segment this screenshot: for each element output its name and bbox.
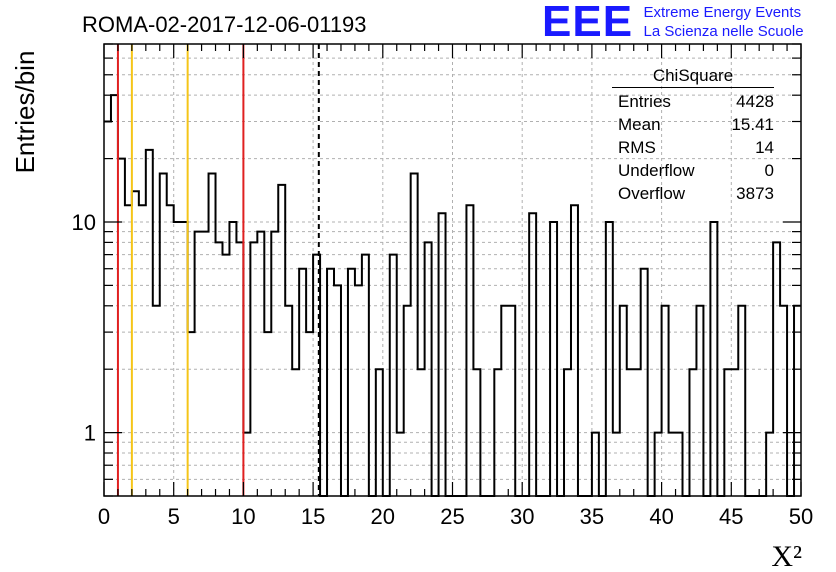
histogram-bin — [390, 255, 397, 496]
logo-line-1: Extreme Energy Events — [643, 4, 802, 21]
histogram-bin — [550, 222, 557, 496]
eee-logo: EEE Extreme Energy Events La Scienza nel… — [542, 0, 804, 44]
grid — [104, 44, 801, 496]
histogram-bin — [271, 232, 278, 496]
stats-value: 3873 — [736, 184, 774, 203]
x-tick-label: 5 — [168, 504, 180, 529]
histogram-bin — [738, 306, 745, 496]
histogram-bin — [181, 222, 188, 496]
x-tick-label: 50 — [789, 504, 813, 529]
histogram-bin — [111, 95, 118, 496]
histogram-bin — [348, 269, 355, 496]
chart-title: ROMA-02-2017-12-06-01193 — [82, 12, 367, 37]
histogram-bin — [104, 122, 111, 496]
x-tick-label: 30 — [510, 504, 534, 529]
histogram-bin — [501, 306, 508, 496]
histogram-bin — [508, 306, 515, 496]
stats-box: ChiSquare Entries 4428 Mean 15.41 RMS 14… — [612, 66, 774, 205]
histogram-bin — [202, 232, 209, 496]
histogram-bin — [334, 285, 341, 496]
stats-row-entries: Entries 4428 — [612, 90, 774, 113]
stats-value: 14 — [755, 138, 774, 157]
y-tick-label: 10 — [72, 210, 96, 235]
histogram-bin — [710, 222, 717, 496]
stats-row-underflow: Underflow 0 — [612, 159, 774, 182]
histogram-bin — [439, 213, 446, 496]
logo-text: Extreme Energy Events La Scienza nelle S… — [644, 0, 804, 41]
y-axis-label: Entries/bin — [10, 51, 40, 174]
stats-label: Underflow — [618, 161, 695, 180]
histogram-bin — [285, 306, 292, 496]
marker-lines — [116, 44, 320, 496]
histogram-bin — [153, 306, 160, 496]
histogram-bin — [571, 205, 578, 496]
histogram-bin — [606, 222, 613, 496]
histogram-bin — [188, 332, 195, 496]
histogram-bin — [306, 332, 313, 496]
histogram-bin — [620, 306, 627, 496]
x-axis-label: X² — [771, 540, 802, 572]
histogram-bin — [174, 222, 181, 496]
histogram-bin — [794, 306, 801, 496]
histogram-bin — [195, 232, 202, 496]
histogram-bin — [264, 332, 271, 496]
histogram-bin — [362, 255, 369, 496]
histogram-bin — [222, 255, 229, 496]
stats-label: Entries — [618, 92, 671, 111]
histogram-bin — [299, 269, 306, 496]
stats-label: RMS — [618, 138, 656, 157]
histogram-bin — [118, 159, 125, 496]
histogram-bin — [139, 205, 146, 496]
x-tick-label: 15 — [301, 504, 325, 529]
stats-value: 0 — [764, 161, 774, 180]
x-tick-label: 35 — [580, 504, 604, 529]
x-tick-label: 40 — [649, 504, 673, 529]
histogram-bin — [780, 306, 787, 496]
x-tick-label: 0 — [98, 504, 110, 529]
x-tick-label: 45 — [719, 504, 743, 529]
histogram-bin — [257, 232, 264, 496]
x-tick-label: 10 — [231, 504, 255, 529]
axes: 0 5 10 15 20 25 30 35 40 45 50 1 10 — [72, 43, 813, 529]
histogram-bin — [146, 150, 153, 496]
histogram-bin — [696, 306, 703, 496]
stats-value: 15.41 — [731, 115, 774, 134]
stats-label: Mean — [618, 115, 661, 134]
histogram-bin — [229, 222, 236, 496]
y-tick-label: 1 — [84, 421, 96, 446]
x-tick-label: 20 — [371, 504, 395, 529]
histogram-bin — [529, 213, 536, 496]
histogram-bin — [132, 191, 139, 496]
stats-value: 4428 — [736, 92, 774, 111]
stats-label: Overflow — [618, 184, 686, 203]
stats-row-mean: Mean 15.41 — [612, 113, 774, 136]
histogram-bin — [167, 205, 174, 496]
stats-title: ChiSquare — [612, 66, 774, 88]
histogram-bin — [466, 205, 473, 496]
logo-line-2: La Scienza nelle Scuole — [643, 23, 804, 40]
histogram-bin — [355, 285, 362, 496]
histogram-bin — [641, 269, 648, 496]
histogram-bin — [327, 269, 334, 496]
histogram-bin — [662, 306, 669, 496]
stats-row-rms: RMS 14 — [612, 136, 774, 159]
logo-mark: EEE — [542, 0, 634, 46]
histogram-bin — [404, 306, 411, 496]
histogram-bin — [125, 205, 132, 496]
stats-row-overflow: Overflow 3873 — [612, 182, 774, 205]
x-tick-label: 25 — [440, 504, 464, 529]
